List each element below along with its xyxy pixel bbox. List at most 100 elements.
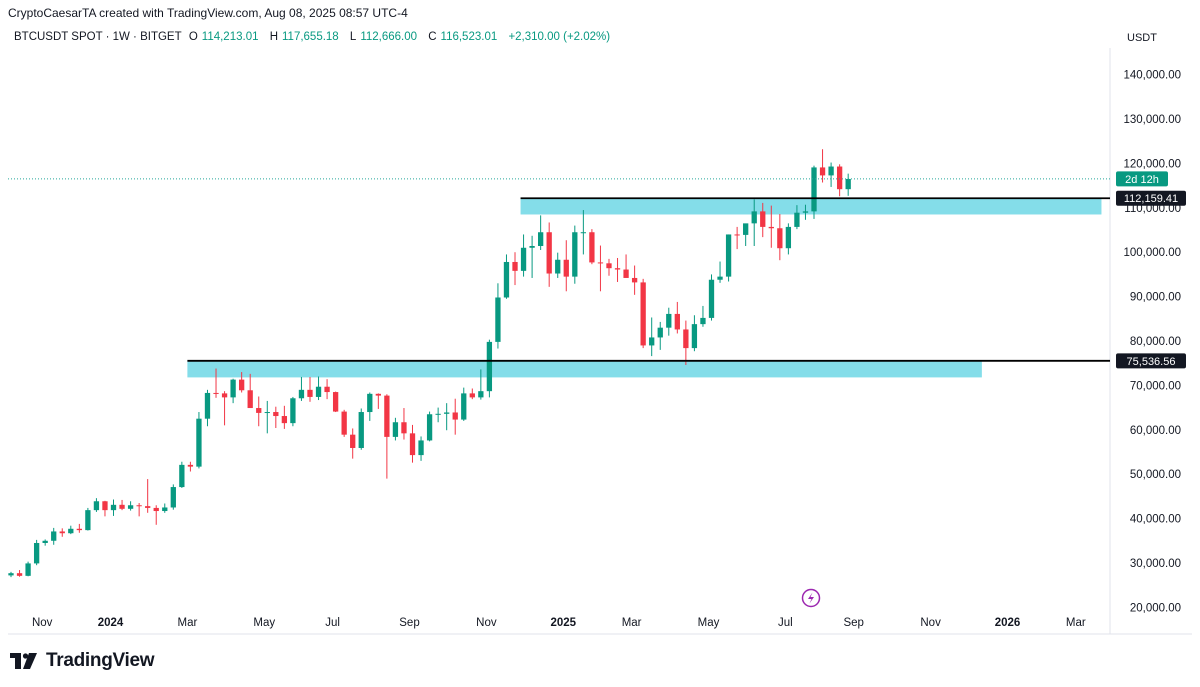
candle — [845, 173, 851, 196]
candle-body — [751, 211, 757, 224]
candle-body — [102, 501, 108, 511]
candle — [204, 389, 211, 427]
candle — [819, 149, 826, 183]
candle — [358, 408, 364, 450]
candle-body — [640, 282, 646, 346]
x-tick-label: Sep — [399, 617, 419, 629]
currency-selector[interactable]: USDT — [1127, 32, 1157, 44]
candle — [230, 378, 236, 404]
candle-body — [743, 223, 749, 235]
candle — [110, 499, 117, 516]
candle — [196, 412, 202, 469]
candle — [785, 223, 792, 255]
candle — [469, 388, 475, 400]
symbol-name[interactable]: BTCUSDT SPOT · 1W · BITGET — [14, 31, 182, 43]
candle — [281, 405, 288, 429]
candle — [85, 507, 91, 531]
lightning-icon[interactable] — [801, 588, 821, 608]
candle-body — [537, 232, 544, 246]
candle — [384, 394, 390, 479]
change-value: +2,310.00 (+2.02%) — [508, 31, 611, 43]
candle — [33, 539, 40, 566]
x-tick-label: 2024 — [98, 617, 124, 629]
candle-body — [307, 389, 313, 397]
candle-body — [153, 507, 159, 512]
candle-body — [503, 261, 510, 298]
candle-body — [623, 269, 629, 278]
candle-body — [230, 379, 236, 398]
candle — [435, 407, 441, 423]
candle-body — [59, 531, 65, 534]
candle-body — [563, 259, 569, 277]
candle — [264, 400, 270, 434]
candle — [145, 479, 151, 513]
candle — [606, 258, 612, 276]
y-tick-label: 110,000.00 — [1124, 203, 1181, 215]
support-zone-1 — [520, 198, 1102, 215]
countdown-badge — [1116, 171, 1168, 187]
candle-body — [512, 261, 518, 271]
x-tick-label: May — [698, 617, 720, 629]
candle — [409, 424, 416, 463]
brand-name: TradingView — [46, 650, 155, 671]
candle-body — [674, 313, 680, 330]
candle-body — [350, 434, 356, 448]
level-price-label-1: 112,159.41 — [1124, 193, 1178, 205]
candle-body — [734, 234, 740, 236]
candle — [221, 391, 228, 426]
candle — [631, 265, 638, 295]
low-label: L — [349, 31, 357, 43]
candle-body — [341, 411, 347, 435]
y-tick-label: 90,000.00 — [1130, 292, 1181, 304]
candle — [76, 523, 82, 533]
candle-body — [239, 379, 245, 391]
candle — [341, 409, 347, 437]
y-tick-label: 100,000.00 — [1123, 247, 1181, 259]
candle — [691, 315, 698, 352]
candle-body — [384, 395, 390, 437]
candle — [495, 283, 501, 349]
candle-body — [76, 528, 82, 531]
candle-body — [85, 510, 91, 531]
candle-body — [657, 327, 663, 338]
candle — [802, 204, 809, 220]
candle-body — [768, 226, 774, 229]
candle-body — [819, 167, 826, 176]
candle — [16, 570, 23, 577]
level-badge-2 — [1116, 353, 1186, 369]
candle-body — [828, 166, 834, 176]
candle-body — [127, 505, 134, 509]
candle-body — [170, 487, 176, 508]
candle-body — [290, 398, 296, 424]
x-tick-label: Nov — [476, 617, 497, 629]
candle-body — [213, 392, 219, 394]
close-value: 116,523.01 — [440, 31, 498, 43]
candle — [649, 317, 655, 357]
candle-body — [700, 317, 706, 325]
candle — [256, 396, 262, 427]
candle — [324, 379, 330, 400]
candle-body — [631, 277, 638, 283]
candle-body — [401, 422, 407, 434]
candle — [162, 503, 168, 513]
support-zone-2 — [187, 360, 982, 378]
candle-body — [119, 504, 125, 509]
candle — [392, 417, 399, 441]
x-tick-label: Mar — [622, 617, 642, 629]
candle — [503, 254, 510, 299]
tradingview-brand[interactable]: TradingView — [10, 650, 155, 672]
close-label: C — [428, 31, 437, 43]
candle — [708, 274, 715, 321]
open-label: O — [188, 31, 198, 43]
symbol-legend[interactable]: BTCUSDT SPOT · 1W · BITGET O 114,213.01 H… — [14, 31, 614, 43]
candle — [315, 376, 322, 401]
candle — [794, 205, 800, 230]
low-value: 112,666.00 — [360, 31, 418, 43]
candle — [666, 307, 672, 336]
candle — [42, 539, 48, 546]
candle — [725, 234, 732, 282]
candle — [93, 498, 100, 512]
candle-body — [179, 464, 185, 488]
